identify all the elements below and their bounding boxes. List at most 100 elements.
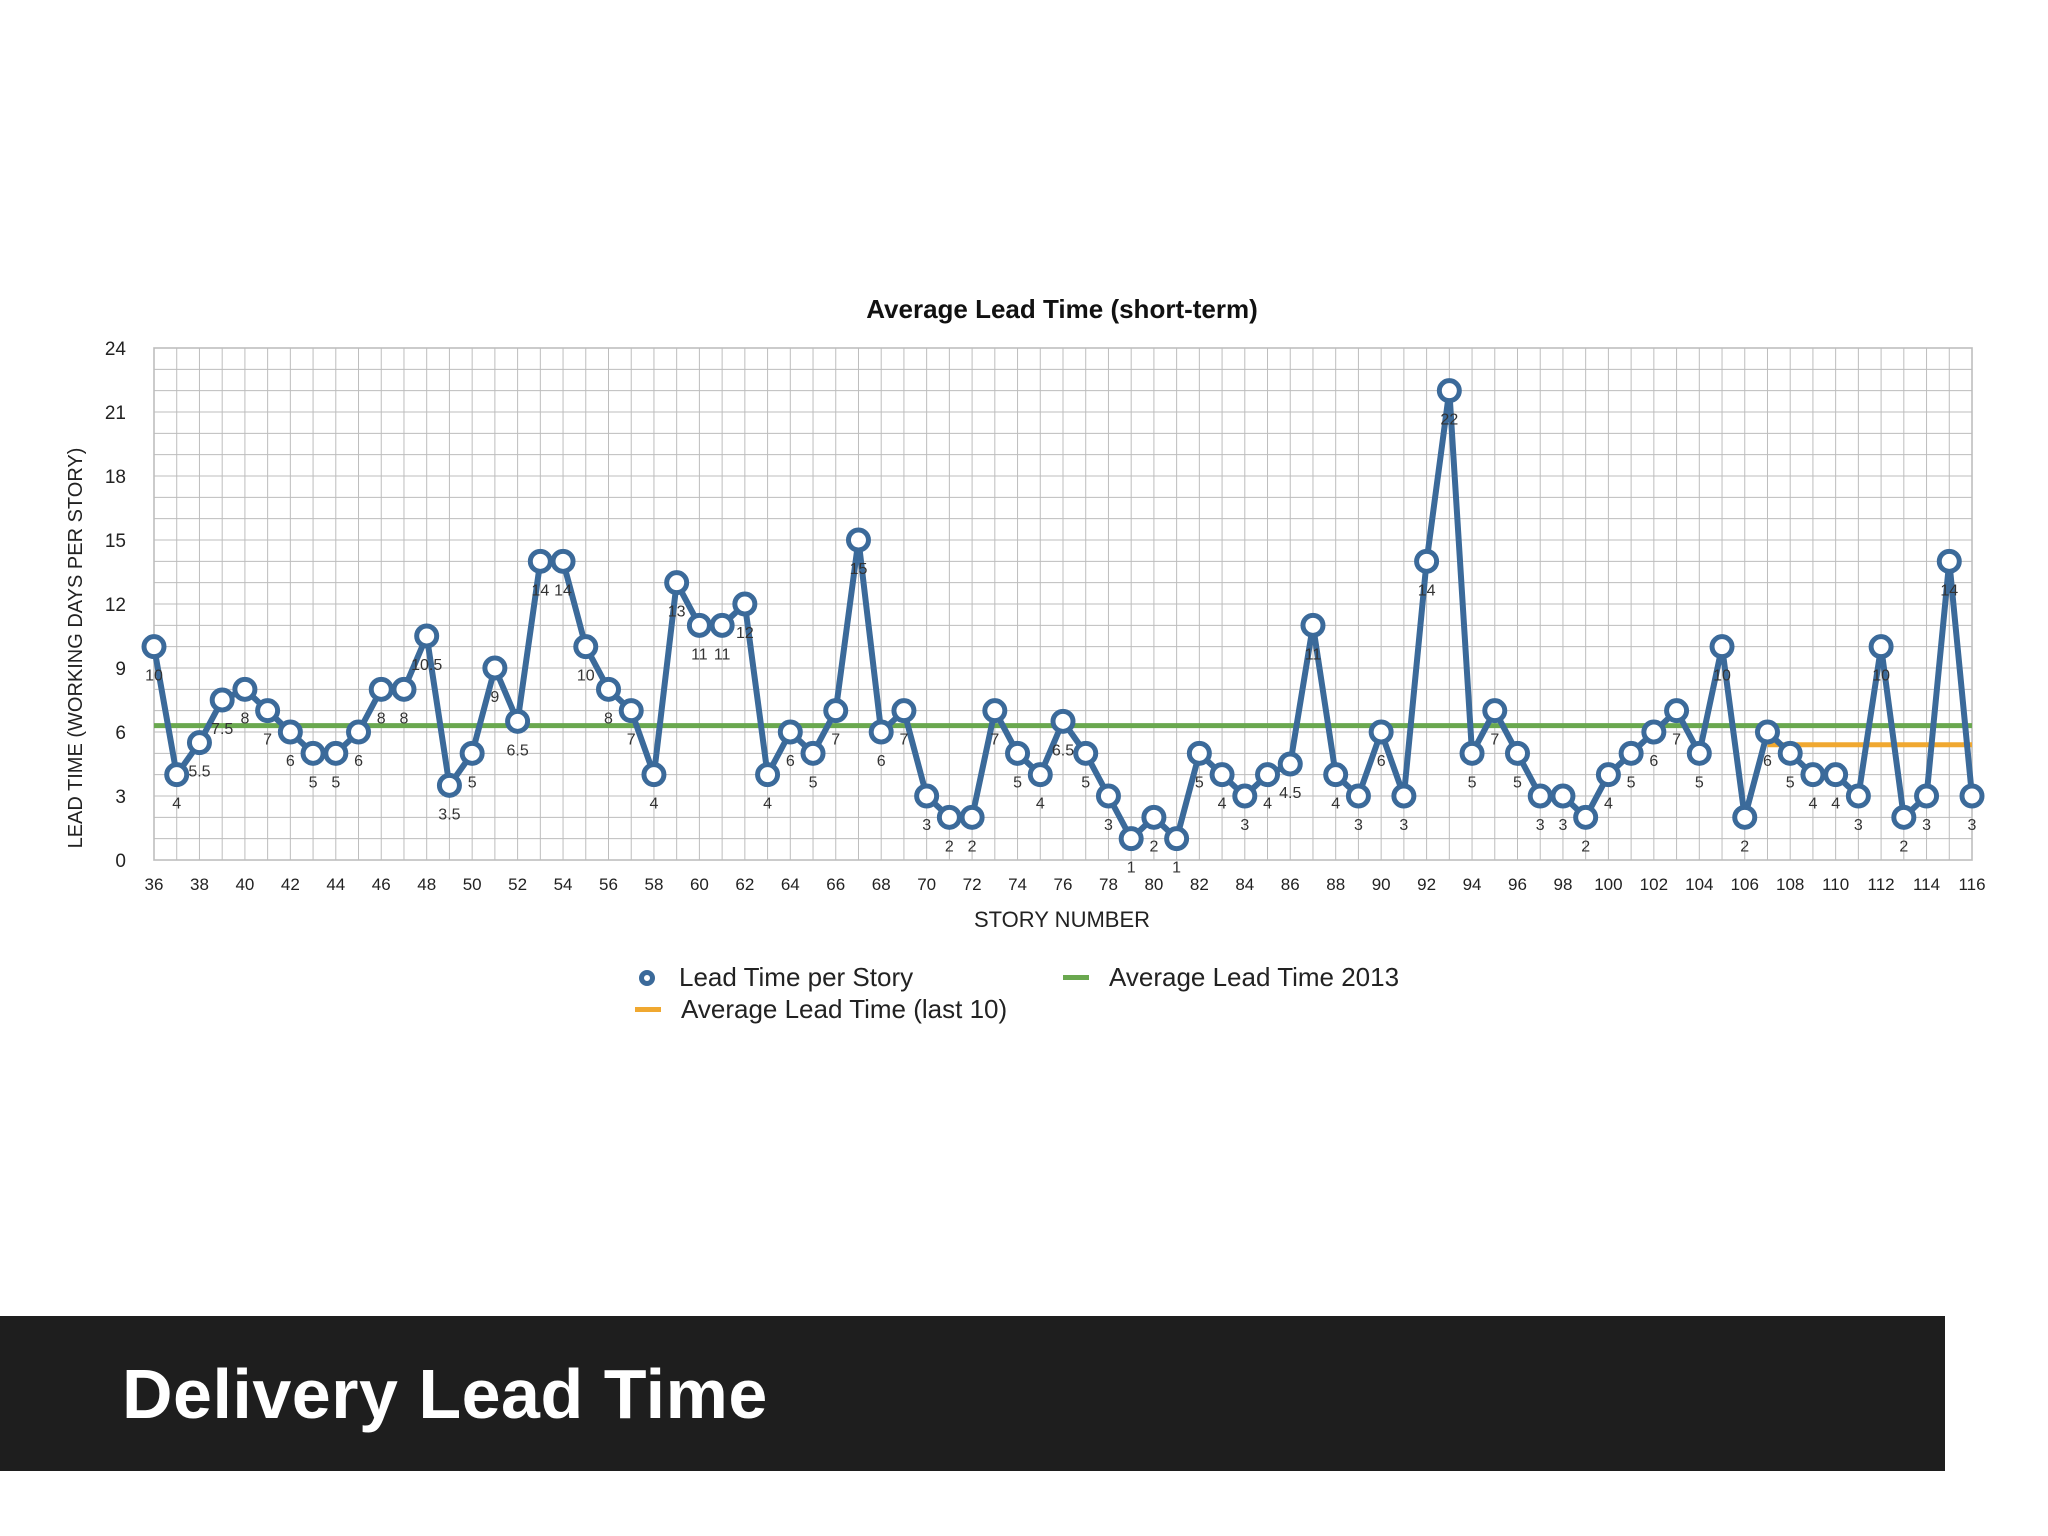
data-label: 14 <box>554 582 572 599</box>
data-point <box>1209 762 1235 788</box>
data-point <box>891 698 917 724</box>
data-label: 5.5 <box>188 764 210 781</box>
data-point <box>1323 762 1349 788</box>
data-label: 5 <box>1081 774 1090 791</box>
data-label: 5 <box>1786 774 1795 791</box>
data-label: 2 <box>1899 838 1908 855</box>
data-label: 4 <box>1808 796 1817 813</box>
data-point <box>1732 804 1758 830</box>
data-label: 12 <box>736 625 754 642</box>
data-point <box>845 527 871 553</box>
x-tick-label: 102 <box>1640 875 1668 894</box>
x-tick-label: 52 <box>508 875 527 894</box>
data-label: 4 <box>1036 796 1045 813</box>
data-label: 5 <box>309 774 318 791</box>
legend-label: Lead Time per Story <box>679 962 914 992</box>
data-label: 2 <box>968 838 977 855</box>
data-point <box>1664 698 1690 724</box>
data-label: 3 <box>922 817 931 834</box>
x-tick-label: 44 <box>326 875 345 894</box>
data-label: 2 <box>945 838 954 855</box>
data-label: 4.5 <box>1279 785 1301 802</box>
data-point <box>618 698 644 724</box>
data-label: 6 <box>1377 753 1386 770</box>
data-point <box>982 698 1008 724</box>
data-label: 7 <box>899 732 908 749</box>
data-point <box>209 687 235 713</box>
data-label: 5 <box>809 774 818 791</box>
x-tick-label: 94 <box>1463 875 1482 894</box>
data-point <box>1800 762 1826 788</box>
data-label: 13 <box>668 604 686 621</box>
data-label: 5 <box>1695 774 1704 791</box>
data-point <box>1595 762 1621 788</box>
data-point <box>1482 698 1508 724</box>
data-label: 7 <box>831 732 840 749</box>
data-point <box>186 730 212 756</box>
x-tick-label: 48 <box>417 875 436 894</box>
data-point <box>1368 719 1394 745</box>
data-label: 7 <box>1490 732 1499 749</box>
data-point <box>459 740 485 766</box>
data-label: 8 <box>604 710 613 727</box>
data-label: 14 <box>531 582 549 599</box>
x-tick-label: 46 <box>372 875 391 894</box>
data-label: 5 <box>1013 774 1022 791</box>
data-point <box>936 804 962 830</box>
data-label: 5 <box>331 774 340 791</box>
legend-item-lead-time: Lead Time per Story <box>635 962 913 993</box>
slide-title-bar: Delivery Lead Time <box>0 1316 1945 1471</box>
data-label: 11 <box>691 646 708 663</box>
data-label: 14 <box>1940 582 1958 599</box>
data-label: 3 <box>1968 817 1977 834</box>
data-point <box>1255 762 1281 788</box>
data-label: 7 <box>627 732 636 749</box>
data-point <box>368 676 394 702</box>
data-point <box>436 772 462 798</box>
lead-time-series <box>141 378 1985 852</box>
x-tick-label: 114 <box>1913 875 1940 894</box>
data-point <box>1777 740 1803 766</box>
chart-legend: Lead Time per Story Average Lead Time 20… <box>635 958 1535 1038</box>
data-label: 4 <box>1263 796 1272 813</box>
data-point <box>164 762 190 788</box>
x-tick-label: 64 <box>781 875 800 894</box>
data-point <box>391 676 417 702</box>
data-point <box>1005 740 1031 766</box>
data-label: 6 <box>786 753 795 770</box>
chart-title: Average Lead Time (short-term) <box>866 294 1258 324</box>
data-label: 10 <box>1713 668 1731 685</box>
data-label: 11 <box>714 646 731 663</box>
data-label: 7.5 <box>211 721 233 738</box>
data-point <box>959 804 985 830</box>
data-point <box>800 740 826 766</box>
data-label: 5 <box>1627 774 1636 791</box>
x-tick-label: 84 <box>1235 875 1254 894</box>
data-point <box>1527 783 1553 809</box>
data-label: 10 <box>1872 668 1890 685</box>
data-point <box>1232 783 1258 809</box>
data-label: 3 <box>1240 817 1249 834</box>
data-point <box>482 655 508 681</box>
data-label: 6 <box>1649 753 1658 770</box>
data-label: 3 <box>1354 817 1363 834</box>
data-point <box>232 676 258 702</box>
line-icon <box>1063 975 1089 980</box>
legend-label: Average Lead Time (last 10) <box>681 994 1008 1024</box>
y-axis-label: LEAD TIME (WORKING DAYS PER STORY) <box>65 448 87 849</box>
x-tick-label: 100 <box>1594 875 1622 894</box>
slide-title: Delivery Lead Time <box>122 1355 768 1433</box>
data-point <box>1186 740 1212 766</box>
data-label: 4 <box>1218 796 1227 813</box>
data-point <box>1914 783 1940 809</box>
data-point <box>1959 783 1985 809</box>
data-point <box>300 740 326 766</box>
data-label: 8 <box>400 710 409 727</box>
data-point <box>1345 783 1371 809</box>
data-point <box>1459 740 1485 766</box>
x-tick-label: 78 <box>1099 875 1118 894</box>
y-tick-label: 21 <box>105 403 126 424</box>
data-point <box>686 612 712 638</box>
x-tick-label: 106 <box>1731 875 1759 894</box>
